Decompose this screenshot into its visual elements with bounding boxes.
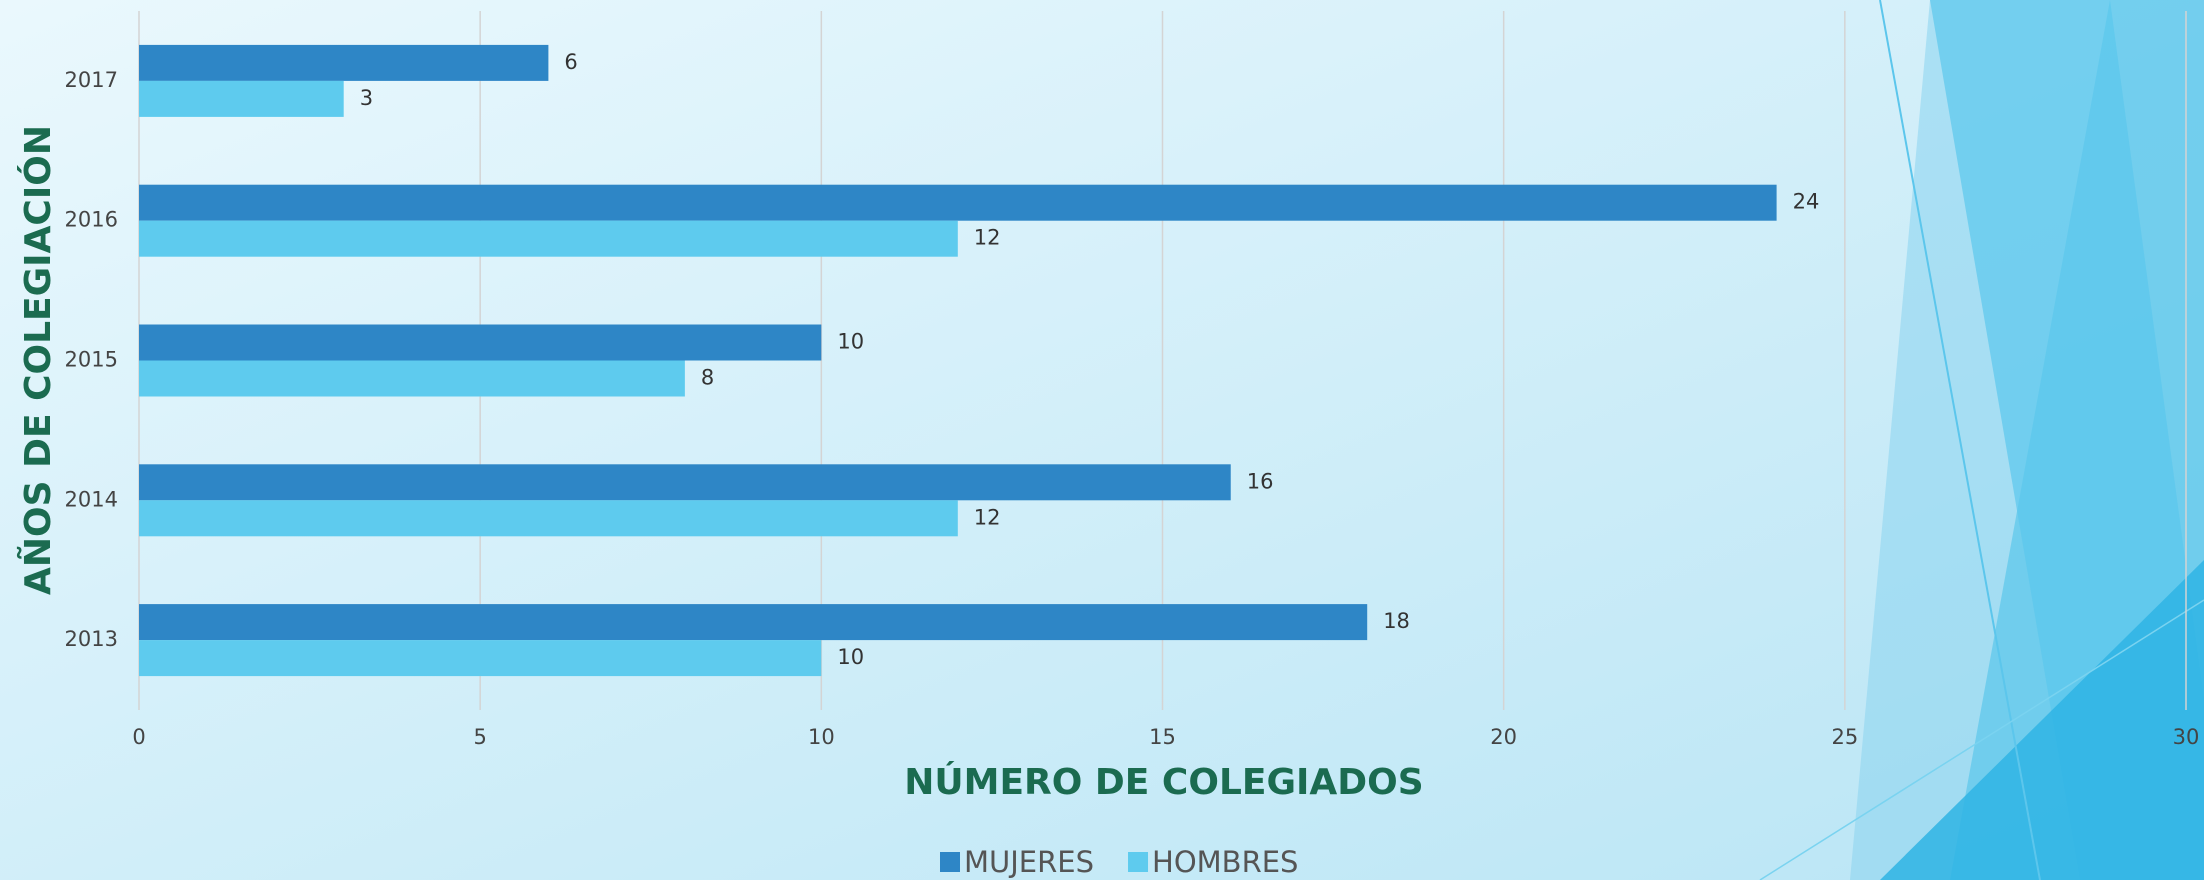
bar [139, 185, 1777, 221]
data-label: 18 [1383, 609, 1410, 633]
bar [139, 325, 821, 361]
x-tick-label: 0 [132, 725, 145, 749]
x-tick-label: 10 [808, 725, 835, 749]
bar [139, 640, 821, 676]
legend-swatch [1128, 852, 1148, 872]
data-label: 10 [837, 330, 864, 354]
x-tick-label: 20 [1490, 725, 1517, 749]
data-label: 12 [974, 226, 1001, 250]
x-tick-label: 30 [2173, 725, 2200, 749]
data-label: 12 [974, 505, 1001, 529]
x-tick-label: 5 [473, 725, 486, 749]
legend-swatch [940, 852, 960, 872]
bar [139, 81, 344, 117]
x-tick-label: 15 [1149, 725, 1176, 749]
data-label: 6 [564, 50, 577, 74]
y-tick-label: 2015 [65, 348, 118, 372]
data-label: 16 [1247, 469, 1274, 493]
data-label: 10 [837, 645, 864, 669]
bar [139, 361, 685, 397]
chart: NÚMERO DE COLEGIADOS AÑOS DE COLEGIACIÓN… [0, 0, 2204, 880]
y-tick-label: 2016 [65, 208, 118, 232]
data-label: 24 [1793, 190, 1820, 214]
bar [139, 500, 958, 536]
y-tick-label: 2013 [65, 627, 118, 651]
data-label: 8 [701, 366, 714, 390]
y-axis-title: AÑOS DE COLEGIACIÓN [17, 125, 59, 595]
bar [139, 221, 958, 257]
data-label: 3 [360, 86, 373, 110]
bar [139, 464, 1231, 500]
bar [139, 45, 548, 81]
y-tick-label: 2014 [65, 487, 118, 511]
x-axis-title: NÚMERO DE COLEGIADOS [904, 761, 1423, 803]
legend-label: MUJERES [964, 845, 1094, 879]
x-tick-label: 25 [1831, 725, 1858, 749]
y-tick-label: 2017 [65, 68, 118, 92]
bar [139, 604, 1367, 640]
legend-label: HOMBRES [1152, 845, 1298, 879]
